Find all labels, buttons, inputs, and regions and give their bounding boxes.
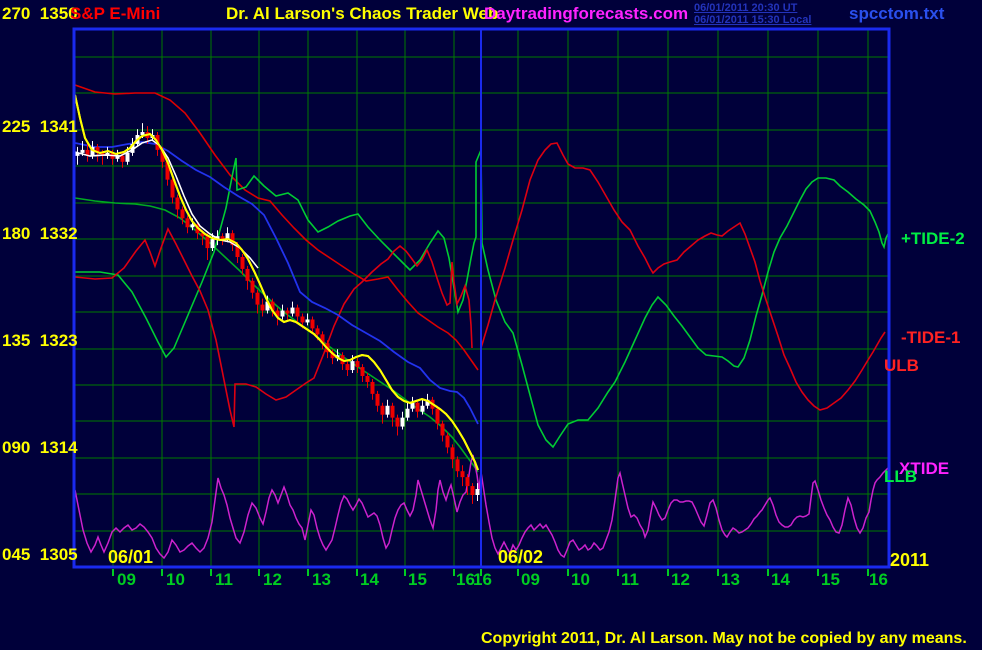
x-axis-label-16: 16 xyxy=(869,570,888,589)
y-axis-label-1: 180 1332 xyxy=(2,224,78,243)
y-axis-label-3: 090 1314 xyxy=(2,438,78,457)
x-axis-label-2: 11 xyxy=(215,570,233,589)
y-axis-label-2: 135 1323 xyxy=(2,331,78,350)
x-axis-label-12: 12 xyxy=(671,570,690,589)
x-axis-label-7: 16 xyxy=(456,570,475,589)
x-axis-label-5: 14 xyxy=(360,570,379,589)
indicator-label-tide1: -TIDE-1 xyxy=(901,328,961,347)
site-link[interactable]: Daytradingforecasts.com xyxy=(484,4,689,23)
chart-border xyxy=(72,27,891,569)
page-title: Dr. Al Larson's Chaos Trader Web xyxy=(226,4,499,23)
tide1-red-day1 xyxy=(74,227,473,428)
timestamp-local: 06/01/2011 15:30 Local xyxy=(694,14,812,26)
indicator-label-ulb: ULB xyxy=(884,356,919,375)
copyright-notice: Copyright 2011, Dr. Al Larson. May not b… xyxy=(481,630,967,647)
symbol-label: S&P E-Mini xyxy=(70,4,161,23)
x-axis-label-13: 13 xyxy=(721,570,740,589)
x-axis-label-3: 12 xyxy=(263,570,282,589)
tide2-green-day1 xyxy=(75,149,483,359)
date-label-1: 06/02 xyxy=(498,547,544,567)
x-axis-label-14: 14 xyxy=(771,570,790,589)
year-label: 2011 xyxy=(890,550,930,570)
x-axis-label-6: 15 xyxy=(408,570,427,589)
y-axis-label-0: 225 1341 xyxy=(2,117,78,136)
ma-yellow-overlay xyxy=(74,94,479,471)
indicator-label-llb: LLB xyxy=(884,467,918,486)
timestamp-ut: 06/01/2011 20:30 UT xyxy=(694,2,798,14)
y-axis-top-label: 270 1350 xyxy=(2,4,78,23)
x-axis-label-0: 09 xyxy=(117,570,136,589)
x-axis-label-11: 11 xyxy=(621,570,639,589)
x-axis-label-10: 10 xyxy=(571,570,590,589)
xtide-magenta xyxy=(74,454,889,560)
tide1-red-day2-forecast xyxy=(480,142,886,411)
x-axis-label-4: 13 xyxy=(312,570,331,589)
x-axis-label-15: 15 xyxy=(821,570,840,589)
ma-white-overlay xyxy=(74,139,259,269)
data-file-link[interactable]: spcctom.txt xyxy=(849,4,945,23)
x-axis-label-1: 10 xyxy=(166,570,185,589)
ulb-upper-band xyxy=(74,84,479,371)
indicator-label-xtide: XTIDE xyxy=(899,459,950,478)
indicator-label-tide2: +TIDE-2 xyxy=(901,229,965,248)
tide2-green-day2-forecast xyxy=(481,177,889,449)
ma-blue xyxy=(74,141,479,425)
x-axis-label-9: 09 xyxy=(521,570,540,589)
date-label-0: 06/01 xyxy=(108,547,154,567)
y-axis-label-4: 045 1305 xyxy=(2,545,78,564)
x-axis-label-8: 16 xyxy=(473,570,492,589)
x-axis-ticks xyxy=(112,569,869,576)
